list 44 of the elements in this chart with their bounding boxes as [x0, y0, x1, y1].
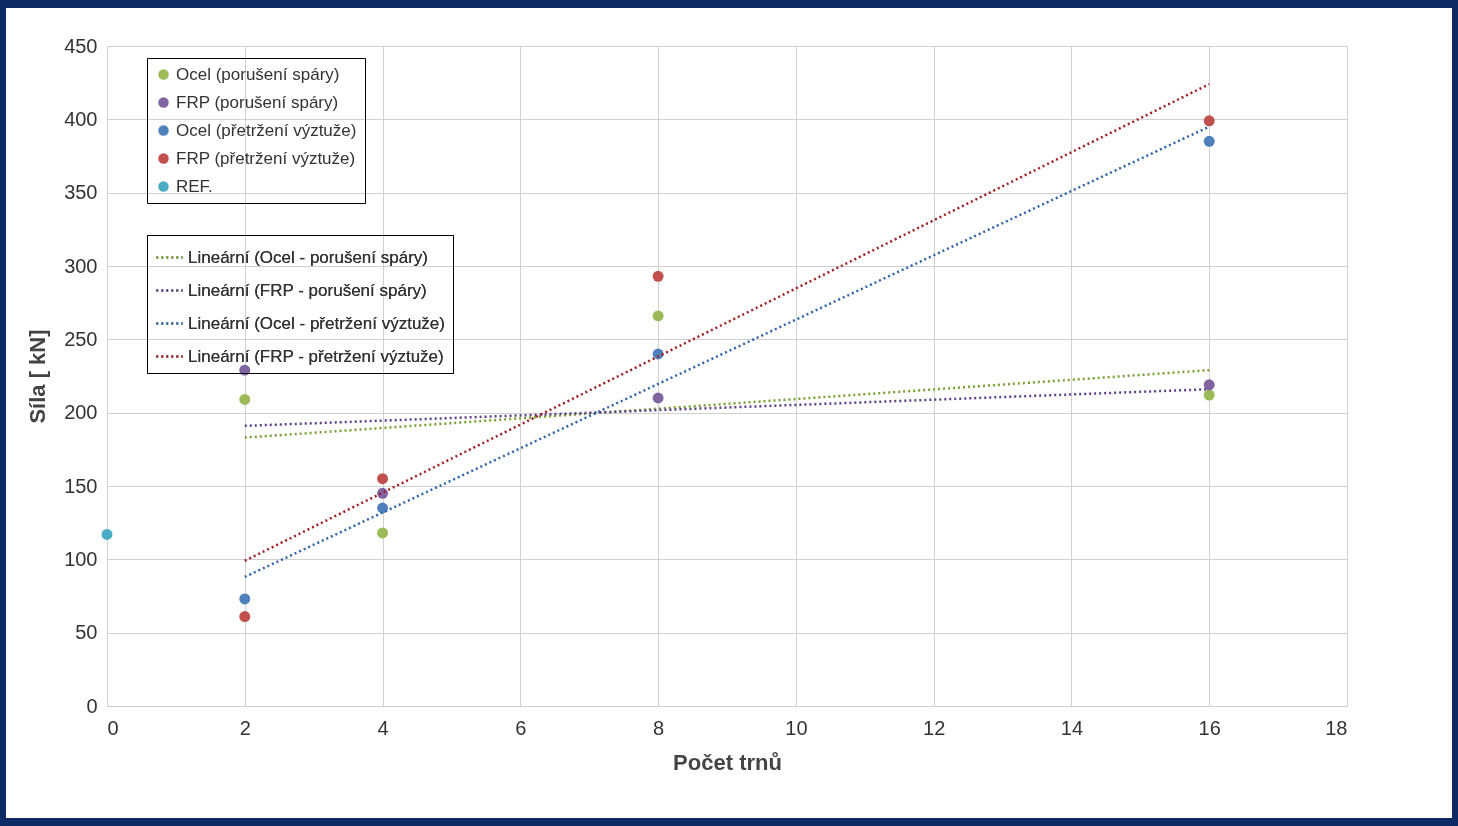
point: [652, 392, 664, 404]
legend-label: Ocel (porušení spáry): [176, 64, 340, 84]
x-tick-label: 8: [653, 716, 665, 739]
point: [101, 528, 113, 540]
y-tick-label: 300: [64, 254, 98, 277]
y-tick-label: 100: [64, 547, 98, 570]
y-tick-label: 350: [64, 181, 98, 204]
point: [239, 593, 251, 605]
point: [1203, 389, 1215, 401]
x-tick-label: 0: [107, 716, 119, 739]
x-tick-label: 4: [377, 716, 389, 739]
x-tick-label: 16: [1198, 716, 1221, 739]
point: [1203, 135, 1215, 147]
legend-label: Lineární (Ocel - přetržení výztuže): [188, 313, 445, 333]
x-tick-label: 18: [1325, 716, 1348, 739]
x-tick-label: 12: [923, 716, 946, 739]
legend-label: REF.: [176, 176, 213, 196]
legend-label: Lineární (FRP - porušení spáry): [188, 280, 427, 300]
point: [652, 310, 664, 322]
y-tick-label: 150: [64, 474, 98, 497]
point: [377, 473, 389, 485]
point: [652, 270, 664, 282]
x-axis-title: Počet trnů: [673, 749, 782, 775]
point: [1203, 115, 1215, 127]
x-tick-label: 14: [1060, 716, 1084, 739]
y-tick-label: 200: [64, 401, 98, 424]
point: [239, 611, 251, 622]
y-tick-label: 0: [86, 694, 98, 717]
legend-label: FRP (přetržení výztuže): [176, 148, 356, 168]
y-tick-label: 450: [64, 34, 98, 57]
point: [377, 527, 389, 539]
legend-label: Lineární (FRP - přetržení výztuže): [188, 346, 444, 366]
legend-label: Ocel (přetržení výztuže): [176, 120, 357, 140]
legend-label: Lineární (Ocel - porušení spáry): [188, 247, 428, 267]
x-tick-label: 2: [239, 716, 251, 739]
legend-label: FRP (porušení spáry): [176, 92, 339, 112]
point: [239, 394, 251, 405]
y-axis-title: Síla [ kN]: [25, 329, 51, 424]
x-tick-label: 10: [785, 716, 808, 739]
x-tick-label: 6: [515, 716, 527, 739]
y-tick-label: 50: [75, 621, 98, 644]
y-tick-label: 400: [64, 107, 98, 130]
y-tick-label: 250: [64, 327, 98, 350]
point: [1203, 379, 1215, 391]
